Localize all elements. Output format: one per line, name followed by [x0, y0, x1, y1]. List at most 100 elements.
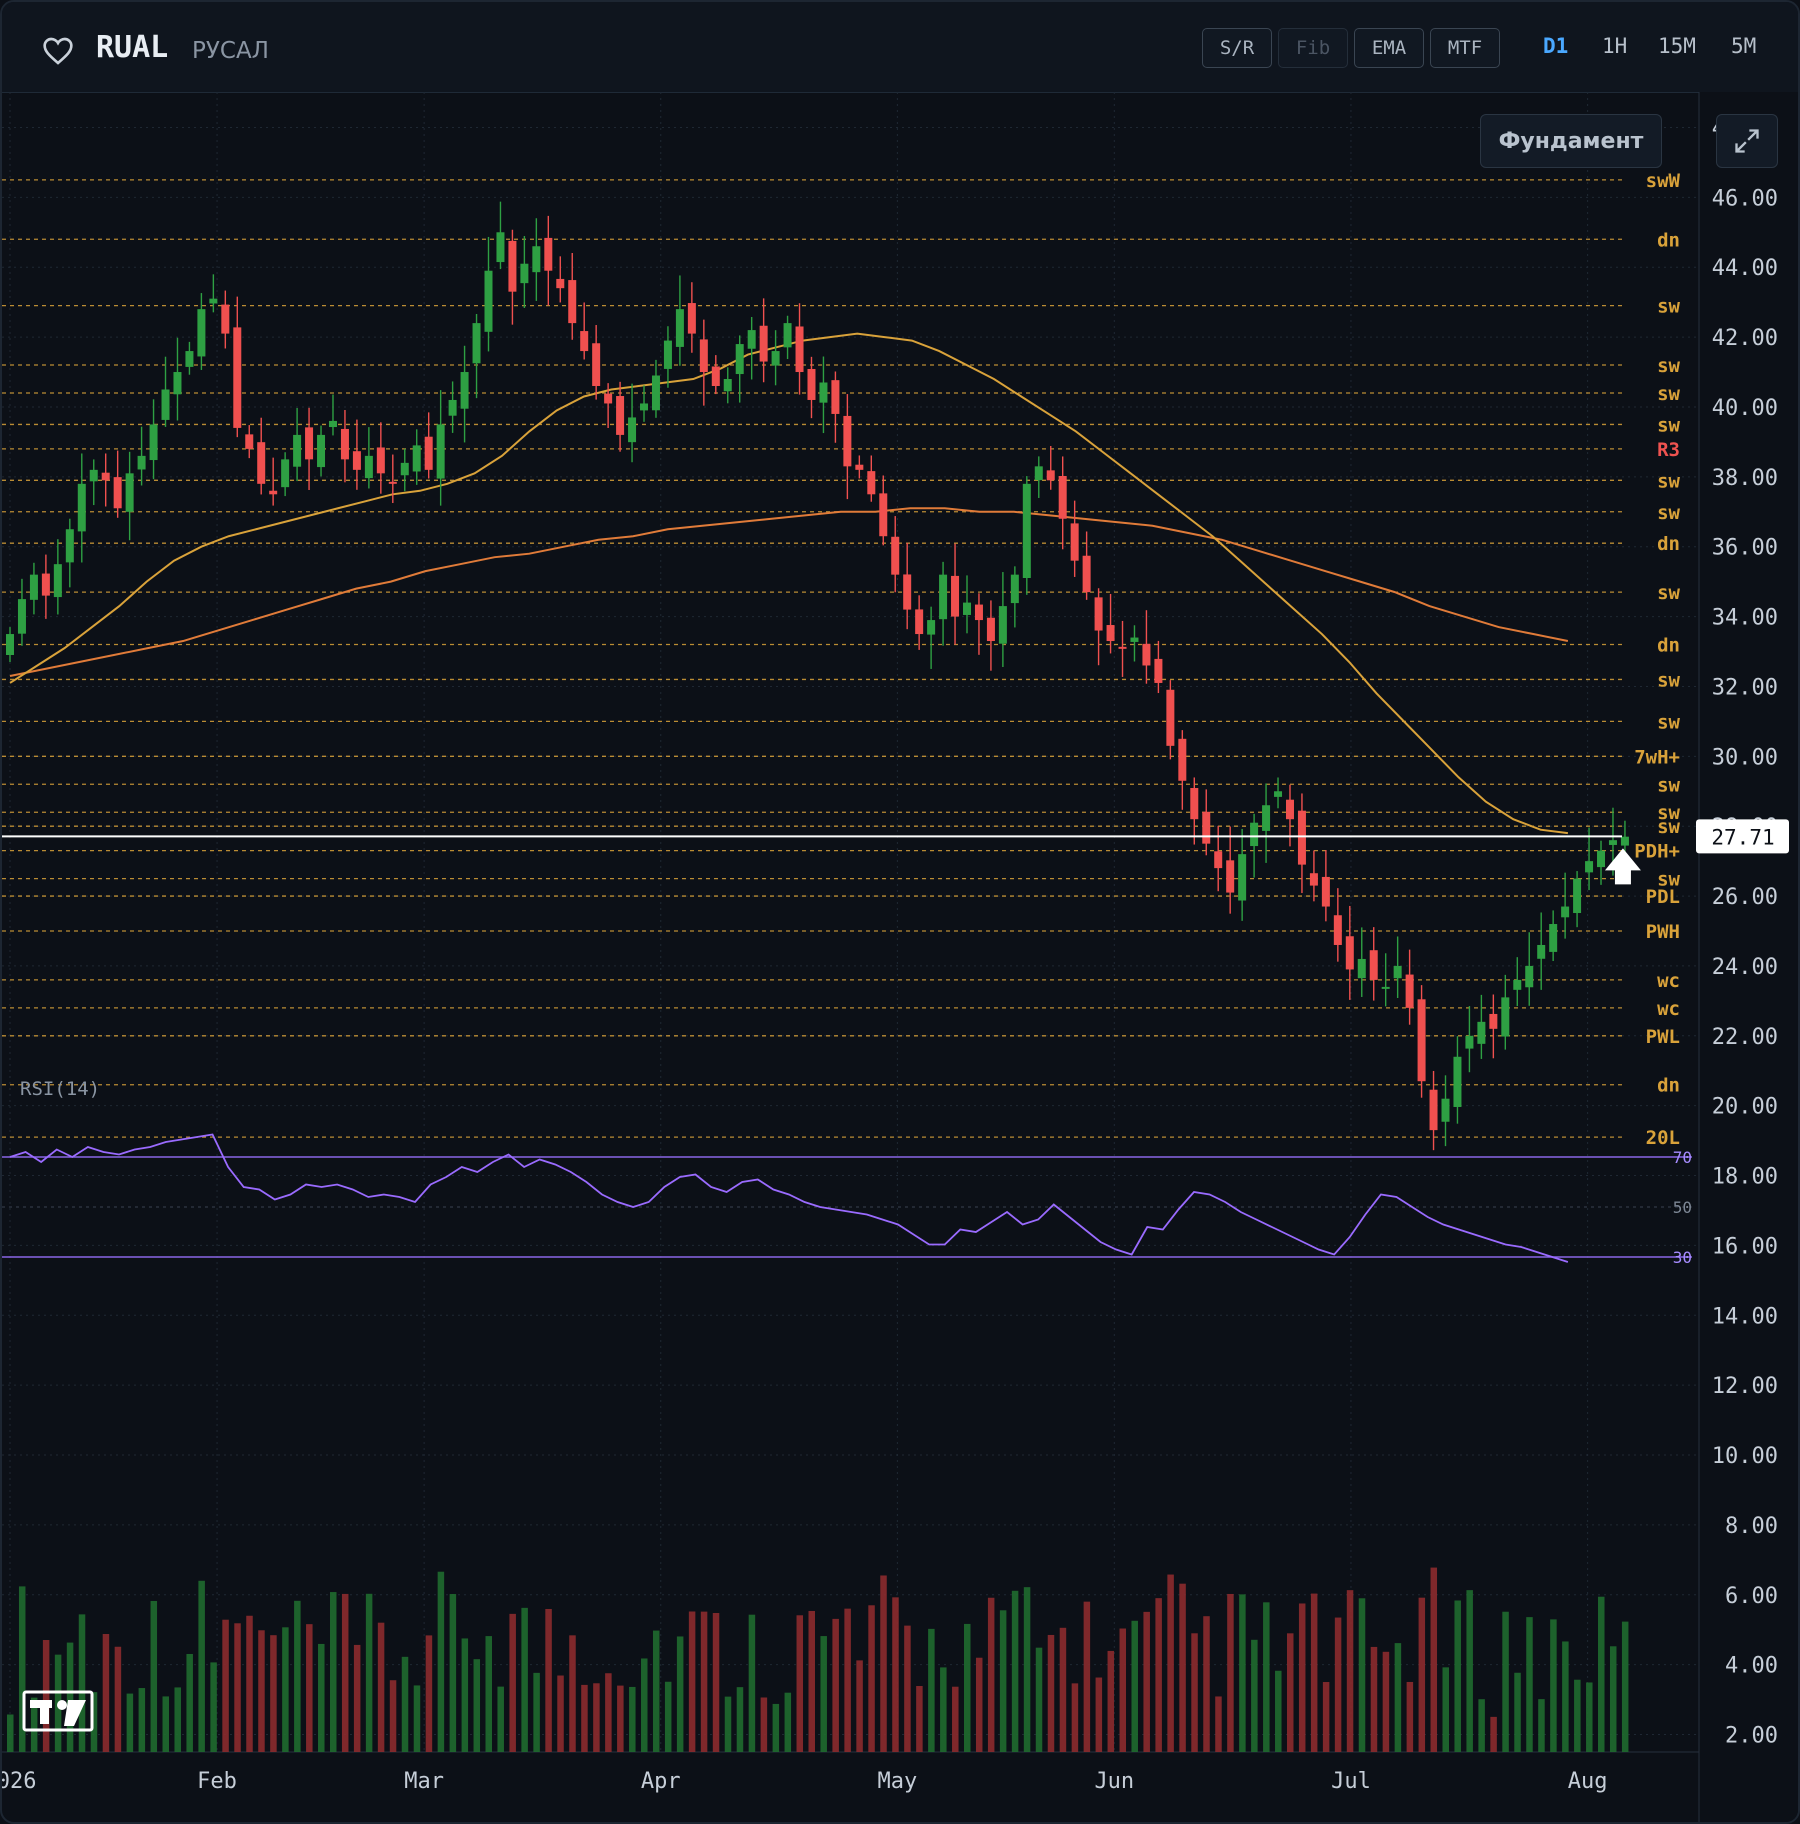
- volume-bar: [1609, 1646, 1617, 1752]
- sr-toggle-button[interactable]: S/R: [1202, 28, 1272, 68]
- candle-body: [831, 380, 840, 414]
- candle-body: [1537, 944, 1546, 959]
- rsi-line: [9, 1133, 1569, 1263]
- y-tick-label: 20.00: [1712, 1095, 1778, 1120]
- favorite-heart-icon[interactable]: [42, 36, 74, 66]
- candle-body: [616, 396, 625, 435]
- sr-level-label: sw: [1657, 383, 1680, 405]
- volume-bar: [928, 1628, 935, 1752]
- volume-bar: [1155, 1598, 1162, 1752]
- candle-body: [1190, 788, 1199, 820]
- candle-body: [592, 343, 601, 386]
- mtf-toggle-button[interactable]: MTF: [1430, 28, 1500, 68]
- volume-bar: [138, 1688, 146, 1752]
- volume-bar: [174, 1687, 181, 1752]
- price-axis-panel: [1699, 92, 1798, 1822]
- volume-bar: [1215, 1696, 1222, 1752]
- expand-button[interactable]: [1716, 114, 1778, 168]
- candle-body: [1166, 689, 1175, 746]
- volume-bar: [999, 1610, 1007, 1752]
- volume-bar: [1478, 1699, 1485, 1752]
- candle-body: [604, 393, 613, 404]
- tradingview-logo-icon: [22, 1690, 94, 1732]
- sr-level-label: sw: [1657, 669, 1680, 691]
- candle-body: [388, 481, 397, 484]
- ema-toggle-button[interactable]: EMA: [1354, 28, 1424, 68]
- candle-body: [1549, 924, 1558, 952]
- timeframe-5m[interactable]: 5M: [1731, 34, 1757, 58]
- volume-bar: [42, 1640, 50, 1752]
- volume-bar: [198, 1580, 205, 1752]
- fundament-button[interactable]: Фундамент: [1480, 114, 1662, 168]
- y-tick-label: 36.00: [1712, 536, 1778, 561]
- volume-bar: [461, 1638, 469, 1752]
- volume-bar: [258, 1630, 265, 1752]
- candle-body: [1608, 840, 1617, 845]
- candle-body: [628, 417, 637, 443]
- volume-bar: [1023, 1587, 1031, 1752]
- candle-body: [1381, 986, 1390, 989]
- volume-bar: [904, 1625, 911, 1752]
- candle-body: [891, 536, 900, 575]
- volume-bar: [868, 1605, 875, 1752]
- volume-bar: [1298, 1603, 1306, 1752]
- candle-body: [568, 280, 577, 324]
- sr-level-label: swW: [1646, 170, 1681, 192]
- timeframe-d1[interactable]: D1: [1543, 34, 1569, 58]
- candle-body: [1501, 997, 1510, 1037]
- fib-toggle-button[interactable]: Fib: [1278, 28, 1348, 68]
- price-chart[interactable]: 2.00 4.00 6.00 8.00 10.00 12.00 14.00 16.00 18.0…: [2, 92, 1798, 1822]
- candle-body: [1573, 878, 1582, 914]
- y-tick-label: 32.00: [1712, 675, 1778, 700]
- volume-bar: [66, 1642, 74, 1752]
- y-tick-label: 18.00: [1712, 1165, 1778, 1190]
- candle-body: [974, 604, 983, 621]
- candle-body: [879, 493, 888, 537]
- candle-body: [1082, 555, 1091, 593]
- last-price-tag: [1696, 819, 1789, 854]
- volume-bar: [952, 1686, 959, 1752]
- candle-body: [1453, 1056, 1462, 1107]
- sr-level-label: dn: [1657, 533, 1680, 555]
- volume-bar: [377, 1622, 385, 1752]
- volume-bar: [365, 1593, 373, 1752]
- volume-bar: [1179, 1583, 1186, 1752]
- candle-body: [400, 462, 409, 476]
- y-tick-label: 2.00: [1725, 1724, 1778, 1749]
- timeframe-1h[interactable]: 1H: [1602, 34, 1628, 58]
- candle-body: [364, 455, 373, 479]
- candle-body: [544, 237, 553, 271]
- candle-body: [17, 599, 26, 634]
- candle-body: [1214, 851, 1223, 869]
- volume-bar: [1490, 1716, 1497, 1752]
- candle-body: [29, 574, 38, 600]
- candle-body: [209, 298, 218, 304]
- sr-level-label: PDL: [1646, 886, 1680, 908]
- y-tick-label: 6.00: [1725, 1584, 1778, 1609]
- x-tick-label: Apr: [641, 1769, 681, 1794]
- candle-body: [412, 445, 421, 472]
- candle-body: [1142, 643, 1151, 666]
- rsi-label: RSI(14): [20, 1078, 100, 1100]
- candle-body: [1238, 854, 1247, 901]
- candle-body: [1022, 483, 1031, 579]
- candle-body: [1357, 958, 1366, 979]
- volume-bar: [533, 1672, 540, 1752]
- y-tick-label: 46.00: [1712, 186, 1778, 211]
- candle-body: [328, 420, 337, 428]
- candle-body: [855, 464, 864, 470]
- timeframe-15m[interactable]: 15M: [1658, 34, 1696, 58]
- candle-body: [1620, 836, 1629, 846]
- volume-bar: [605, 1673, 612, 1752]
- candle-body: [867, 471, 876, 495]
- candle-body: [556, 278, 565, 289]
- sr-level-label: 7wH+: [1634, 746, 1680, 768]
- candle-body: [125, 473, 134, 512]
- volume-bar: [1071, 1683, 1079, 1752]
- volume-bar: [1346, 1590, 1354, 1752]
- candle-body: [89, 469, 98, 482]
- sr-level-label: PWH: [1646, 921, 1680, 943]
- candle-body: [448, 399, 457, 416]
- volume-bar: [1550, 1619, 1557, 1752]
- candle-body: [1561, 906, 1570, 918]
